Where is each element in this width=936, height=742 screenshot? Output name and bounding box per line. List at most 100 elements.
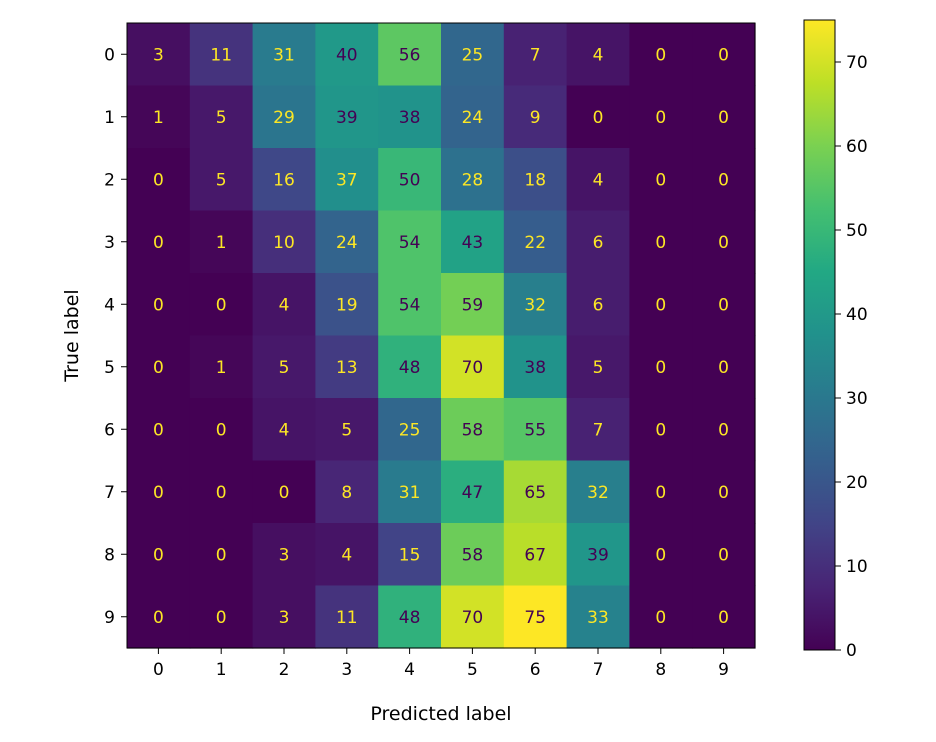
cell-value-label: 0 [216, 608, 227, 628]
cell-value-label: 0 [655, 420, 666, 440]
heatmap-cell-5-0 [127, 335, 191, 399]
cell-value-label: 38 [524, 358, 546, 378]
x-tick-label: 3 [341, 660, 352, 680]
cell-value-label: 0 [216, 295, 227, 315]
heatmap-cell-5-3 [315, 335, 379, 399]
cell-value-label: 11 [210, 45, 232, 65]
cell-value-label: 43 [462, 233, 484, 253]
y-tick-label: 9 [104, 608, 115, 628]
heatmap-cell-8-0 [127, 523, 191, 587]
cell-value-label: 47 [462, 483, 484, 503]
cell-value-label: 1 [216, 358, 227, 378]
heatmap-cell-0-4 [378, 23, 442, 87]
cell-value-label: 13 [336, 358, 358, 378]
cell-value-label: 0 [655, 483, 666, 503]
heatmap-cell-8-4 [378, 523, 442, 587]
heatmap-cell-5-2 [252, 335, 316, 399]
heatmap-cell-4-3 [315, 273, 379, 337]
heatmap-cell-8-5 [441, 523, 505, 587]
cell-value-label: 5 [341, 420, 352, 440]
x-axis-title: Predicted label [370, 703, 511, 725]
cell-value-label: 24 [336, 233, 358, 253]
cell-value-label: 11 [336, 608, 358, 628]
heatmap-cell-0-3 [315, 23, 379, 87]
cell-value-label: 59 [462, 295, 484, 315]
y-tick-label: 0 [104, 45, 115, 65]
heatmap-cell-7-1 [189, 460, 254, 524]
colorbar [803, 19, 836, 651]
heatmap-cell-3-9 [692, 210, 756, 274]
heatmap-cell-3-7 [566, 210, 630, 274]
heatmap-cell-2-8 [629, 148, 693, 212]
cell-value-label: 5 [216, 108, 227, 128]
cell-value-label: 3 [279, 608, 290, 628]
cell-value-label: 0 [718, 358, 729, 378]
heatmap-cell-1-8 [629, 85, 693, 149]
heatmap-cell-8-7 [566, 523, 630, 587]
heatmap-cell-0-1 [189, 23, 254, 87]
heatmap-cell-3-0 [127, 210, 191, 274]
cell-value-label: 8 [341, 483, 352, 503]
cell-value-label: 1 [216, 233, 227, 253]
y-tick-label: 7 [104, 483, 115, 503]
heatmap-cell-4-7 [566, 273, 630, 337]
heatmap-cell-2-3 [315, 148, 379, 212]
x-tick-label: 4 [404, 660, 415, 680]
heatmap-cell-7-9 [692, 460, 756, 524]
cell-value-label: 6 [593, 295, 604, 315]
heatmap-cell-7-4 [378, 460, 442, 524]
heatmap-cell-2-0 [127, 148, 191, 212]
cell-value-label: 32 [587, 483, 609, 503]
heatmap-cell-9-3 [315, 585, 379, 649]
cell-value-label: 0 [718, 45, 729, 65]
cell-value-label: 4 [279, 420, 290, 440]
heatmap-cell-2-2 [252, 148, 316, 212]
heatmap-cell-5-7 [566, 335, 630, 399]
cell-value-label: 31 [399, 483, 421, 503]
cell-value-label: 0 [655, 170, 666, 190]
cell-value-label: 65 [524, 483, 546, 503]
heatmap-cell-9-1 [189, 585, 254, 649]
cell-value-label: 70 [462, 608, 484, 628]
cell-value-label: 0 [153, 483, 164, 503]
heatmap-cell-1-0 [127, 85, 191, 149]
cell-value-label: 0 [153, 545, 164, 565]
colorbar-axis: 0 10 20 30 40 50 60 70 [835, 53, 868, 661]
cell-value-label: 4 [341, 545, 352, 565]
cell-value-label: 0 [153, 358, 164, 378]
heatmap-cell-0-7 [566, 23, 630, 87]
y-tick-label: 5 [104, 358, 115, 378]
heatmap-cell-0-5 [441, 23, 505, 87]
heatmap-cell-5-1 [189, 335, 254, 399]
colorbar-tick-label: 60 [846, 137, 868, 157]
heatmap-cell-6-7 [566, 398, 630, 462]
heatmap-cell-7-2 [252, 460, 316, 524]
heatmap-cell-6-4 [378, 398, 442, 462]
heatmap-cell-labels: 3 11 31 40 56 25 7 4 0 01 5 29 39 38 24 9 0 0 00 5 16 37 50 28 1… [153, 45, 729, 628]
heatmap-cell-4-5 [441, 273, 505, 337]
cell-value-label: 0 [718, 170, 729, 190]
heatmap-cell-3-3 [315, 210, 379, 274]
heatmap-cell-1-1 [189, 85, 254, 149]
x-tick-label: 7 [593, 660, 604, 680]
cell-value-label: 0 [718, 545, 729, 565]
cell-value-label: 22 [524, 233, 546, 253]
cell-value-label: 0 [655, 108, 666, 128]
cell-value-label: 0 [655, 545, 666, 565]
cell-value-label: 0 [153, 420, 164, 440]
heatmap-cell-9-0 [127, 585, 191, 649]
cell-value-label: 37 [336, 170, 358, 190]
colorbar-tick-label: 30 [846, 389, 868, 409]
cell-value-label: 25 [462, 45, 484, 65]
cell-value-label: 40 [336, 45, 358, 65]
cell-value-label: 39 [587, 545, 609, 565]
x-tick-label: 5 [467, 660, 478, 680]
cell-value-label: 0 [153, 295, 164, 315]
heatmap-cell-5-4 [378, 335, 442, 399]
heatmap-cell-1-2 [252, 85, 316, 149]
heatmap-cell-1-4 [378, 85, 442, 149]
cell-value-label: 0 [718, 420, 729, 440]
cell-value-label: 4 [279, 295, 290, 315]
